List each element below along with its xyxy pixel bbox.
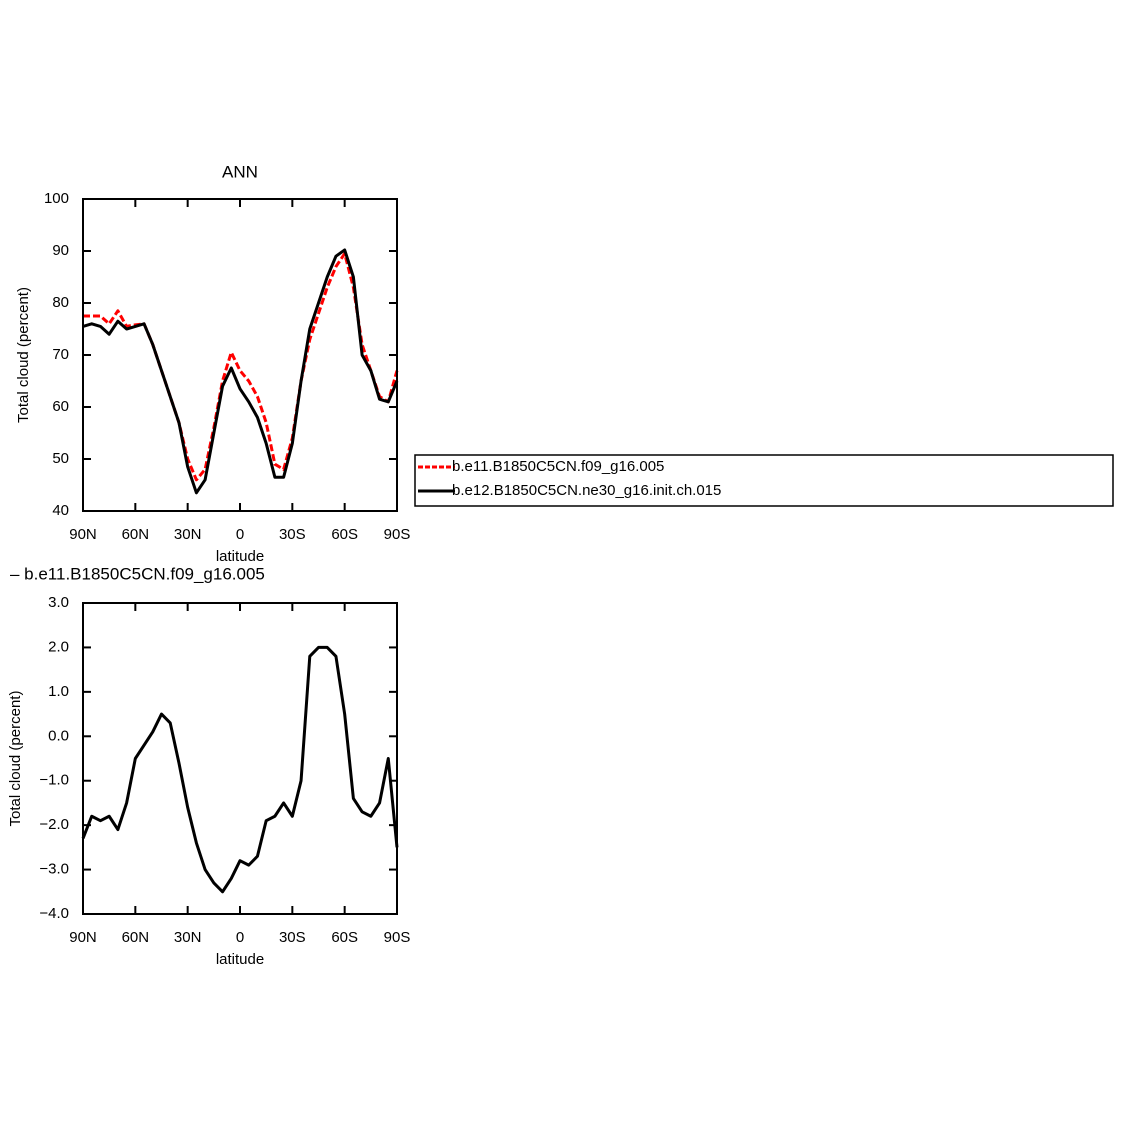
y-tick-label: −1.0	[39, 772, 69, 789]
y-tick-label: 0.0	[48, 727, 69, 744]
legend-label: b.e12.B1850C5CN.ne30_g16.init.ch.015	[452, 482, 721, 499]
x-tick-label: 30N	[174, 929, 202, 946]
y-tick-label: 40	[52, 502, 69, 519]
plot-frame	[82, 602, 398, 915]
chart-title: ANN	[222, 162, 258, 181]
x-tick-label: 0	[236, 929, 244, 946]
series-line	[81, 645, 399, 894]
chart-title: – b.e11.B1850C5CN.f09_g16.005	[10, 564, 265, 583]
x-tick-label: 90S	[384, 929, 411, 946]
y-tick-label: −2.0	[39, 816, 69, 833]
y-tick-label: 90	[52, 242, 69, 259]
x-tick-label: 60N	[122, 526, 150, 543]
series-line	[82, 248, 399, 495]
plot-frame	[82, 198, 398, 512]
x-tick-label: 60S	[331, 526, 358, 543]
x-tick-label: 90S	[384, 526, 411, 543]
y-tick-label: 50	[52, 450, 69, 467]
x-tick-label: 30S	[279, 526, 306, 543]
legend-box	[414, 454, 1114, 507]
x-tick-label: 90N	[69, 526, 97, 543]
y-tick-label: 100	[44, 190, 69, 207]
x-tick-label: 60S	[331, 929, 358, 946]
x-tick-label: 90N	[69, 929, 97, 946]
x-tick-label: 60N	[122, 929, 150, 946]
x-tick-label: 30N	[174, 526, 202, 543]
x-tick-label: 0	[236, 526, 244, 543]
y-tick-label: 60	[52, 398, 69, 415]
y-tick-label: −4.0	[39, 905, 69, 922]
x-axis-label: latitude	[216, 951, 264, 968]
series-line	[83, 252, 399, 482]
y-tick-label: 3.0	[48, 594, 69, 611]
y-tick-label: 1.0	[48, 683, 69, 700]
y-tick-label: 70	[52, 346, 69, 363]
y-tick-label: −3.0	[39, 861, 69, 878]
y-tick-label: 80	[52, 294, 69, 311]
x-tick-label: 30S	[279, 929, 306, 946]
x-axis-label: latitude	[216, 548, 264, 565]
legend-label: b.e11.B1850C5CN.f09_g16.005	[452, 458, 664, 475]
y-tick-label: 2.0	[48, 638, 69, 655]
y-axis-label: Total cloud (percent)	[15, 287, 32, 423]
y-axis-label: Total cloud (percent)	[7, 691, 24, 827]
